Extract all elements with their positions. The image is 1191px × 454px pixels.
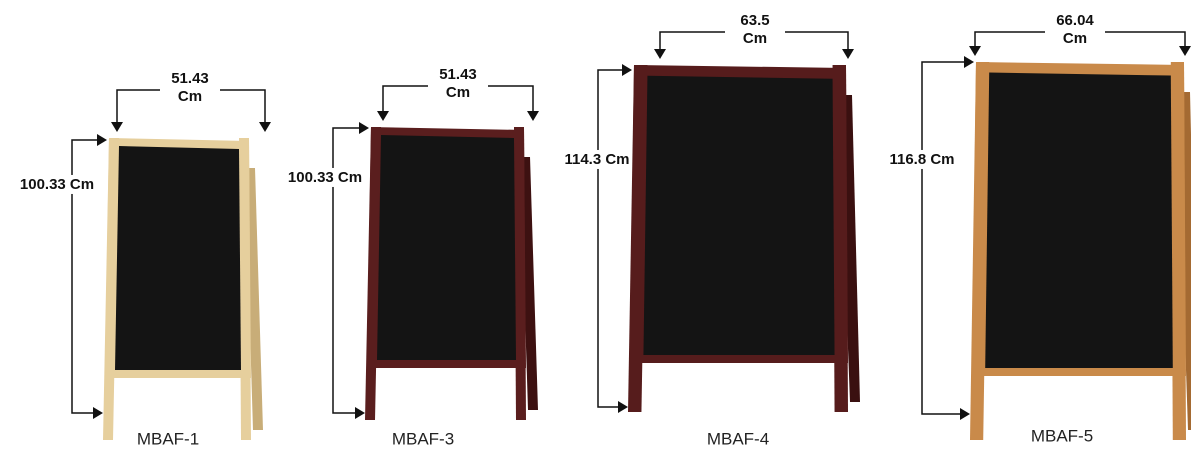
- label-background: [562, 149, 632, 169]
- width-arrow: [974, 31, 1045, 54]
- chalkboard: [643, 75, 835, 355]
- label-background: [285, 167, 365, 187]
- height-arrow: [71, 139, 105, 414]
- arrow-head: [622, 64, 632, 76]
- width-arrow: [1105, 31, 1186, 54]
- height-arrow: [597, 69, 630, 408]
- label-background: [17, 174, 97, 194]
- arrow-head: [618, 401, 628, 413]
- width-arrow: [488, 85, 534, 119]
- width-label: 63.5: [740, 12, 769, 29]
- height-label: 114.3 Cm: [564, 151, 629, 168]
- sign-board: [103, 138, 263, 440]
- arrow-head: [259, 122, 271, 132]
- sign-board: [970, 62, 1191, 440]
- width-arrow: [382, 85, 428, 119]
- arrow-head: [527, 111, 539, 121]
- width-unit: Cm: [178, 88, 202, 105]
- arrow-head: [377, 111, 389, 121]
- arrow-head: [964, 56, 974, 68]
- height-label: 100.33 Cm: [20, 176, 94, 193]
- product-name: MBAF-4: [707, 429, 769, 448]
- width-unit: Cm: [743, 30, 767, 47]
- width-label: 51.43: [171, 70, 209, 87]
- width-label: 66.04: [1056, 12, 1094, 29]
- height-label: 116.8 Cm: [889, 151, 954, 168]
- arrow-head: [654, 49, 666, 59]
- arrow-head: [97, 134, 107, 146]
- height-arrow: [921, 61, 972, 415]
- chalkboard: [115, 146, 241, 370]
- label-background: [887, 149, 957, 169]
- sign-board: [365, 127, 538, 420]
- width-label: 51.43: [439, 66, 477, 83]
- product-name: MBAF-5: [1031, 426, 1093, 445]
- width-unit: Cm: [446, 84, 470, 101]
- width-unit: Cm: [1063, 30, 1087, 47]
- width-arrow: [116, 89, 160, 130]
- arrow-head: [969, 46, 981, 56]
- arrow-head: [960, 408, 970, 420]
- width-arrow: [659, 31, 725, 57]
- chalkboard: [985, 72, 1173, 368]
- width-arrow: [220, 89, 266, 130]
- arrow-head: [111, 122, 123, 132]
- arrow-head: [359, 122, 369, 134]
- arrow-head: [93, 407, 103, 419]
- product-name: MBAF-1: [137, 429, 199, 448]
- width-arrow: [785, 31, 849, 57]
- arrow-head: [842, 49, 854, 59]
- arrow-head: [355, 407, 365, 419]
- height-arrow: [332, 127, 367, 414]
- product-name: MBAF-3: [392, 429, 454, 448]
- height-label: 100.33 Cm: [288, 169, 362, 186]
- chalkboard: [377, 135, 516, 360]
- sign-board: [628, 65, 860, 412]
- arrow-head: [1179, 46, 1191, 56]
